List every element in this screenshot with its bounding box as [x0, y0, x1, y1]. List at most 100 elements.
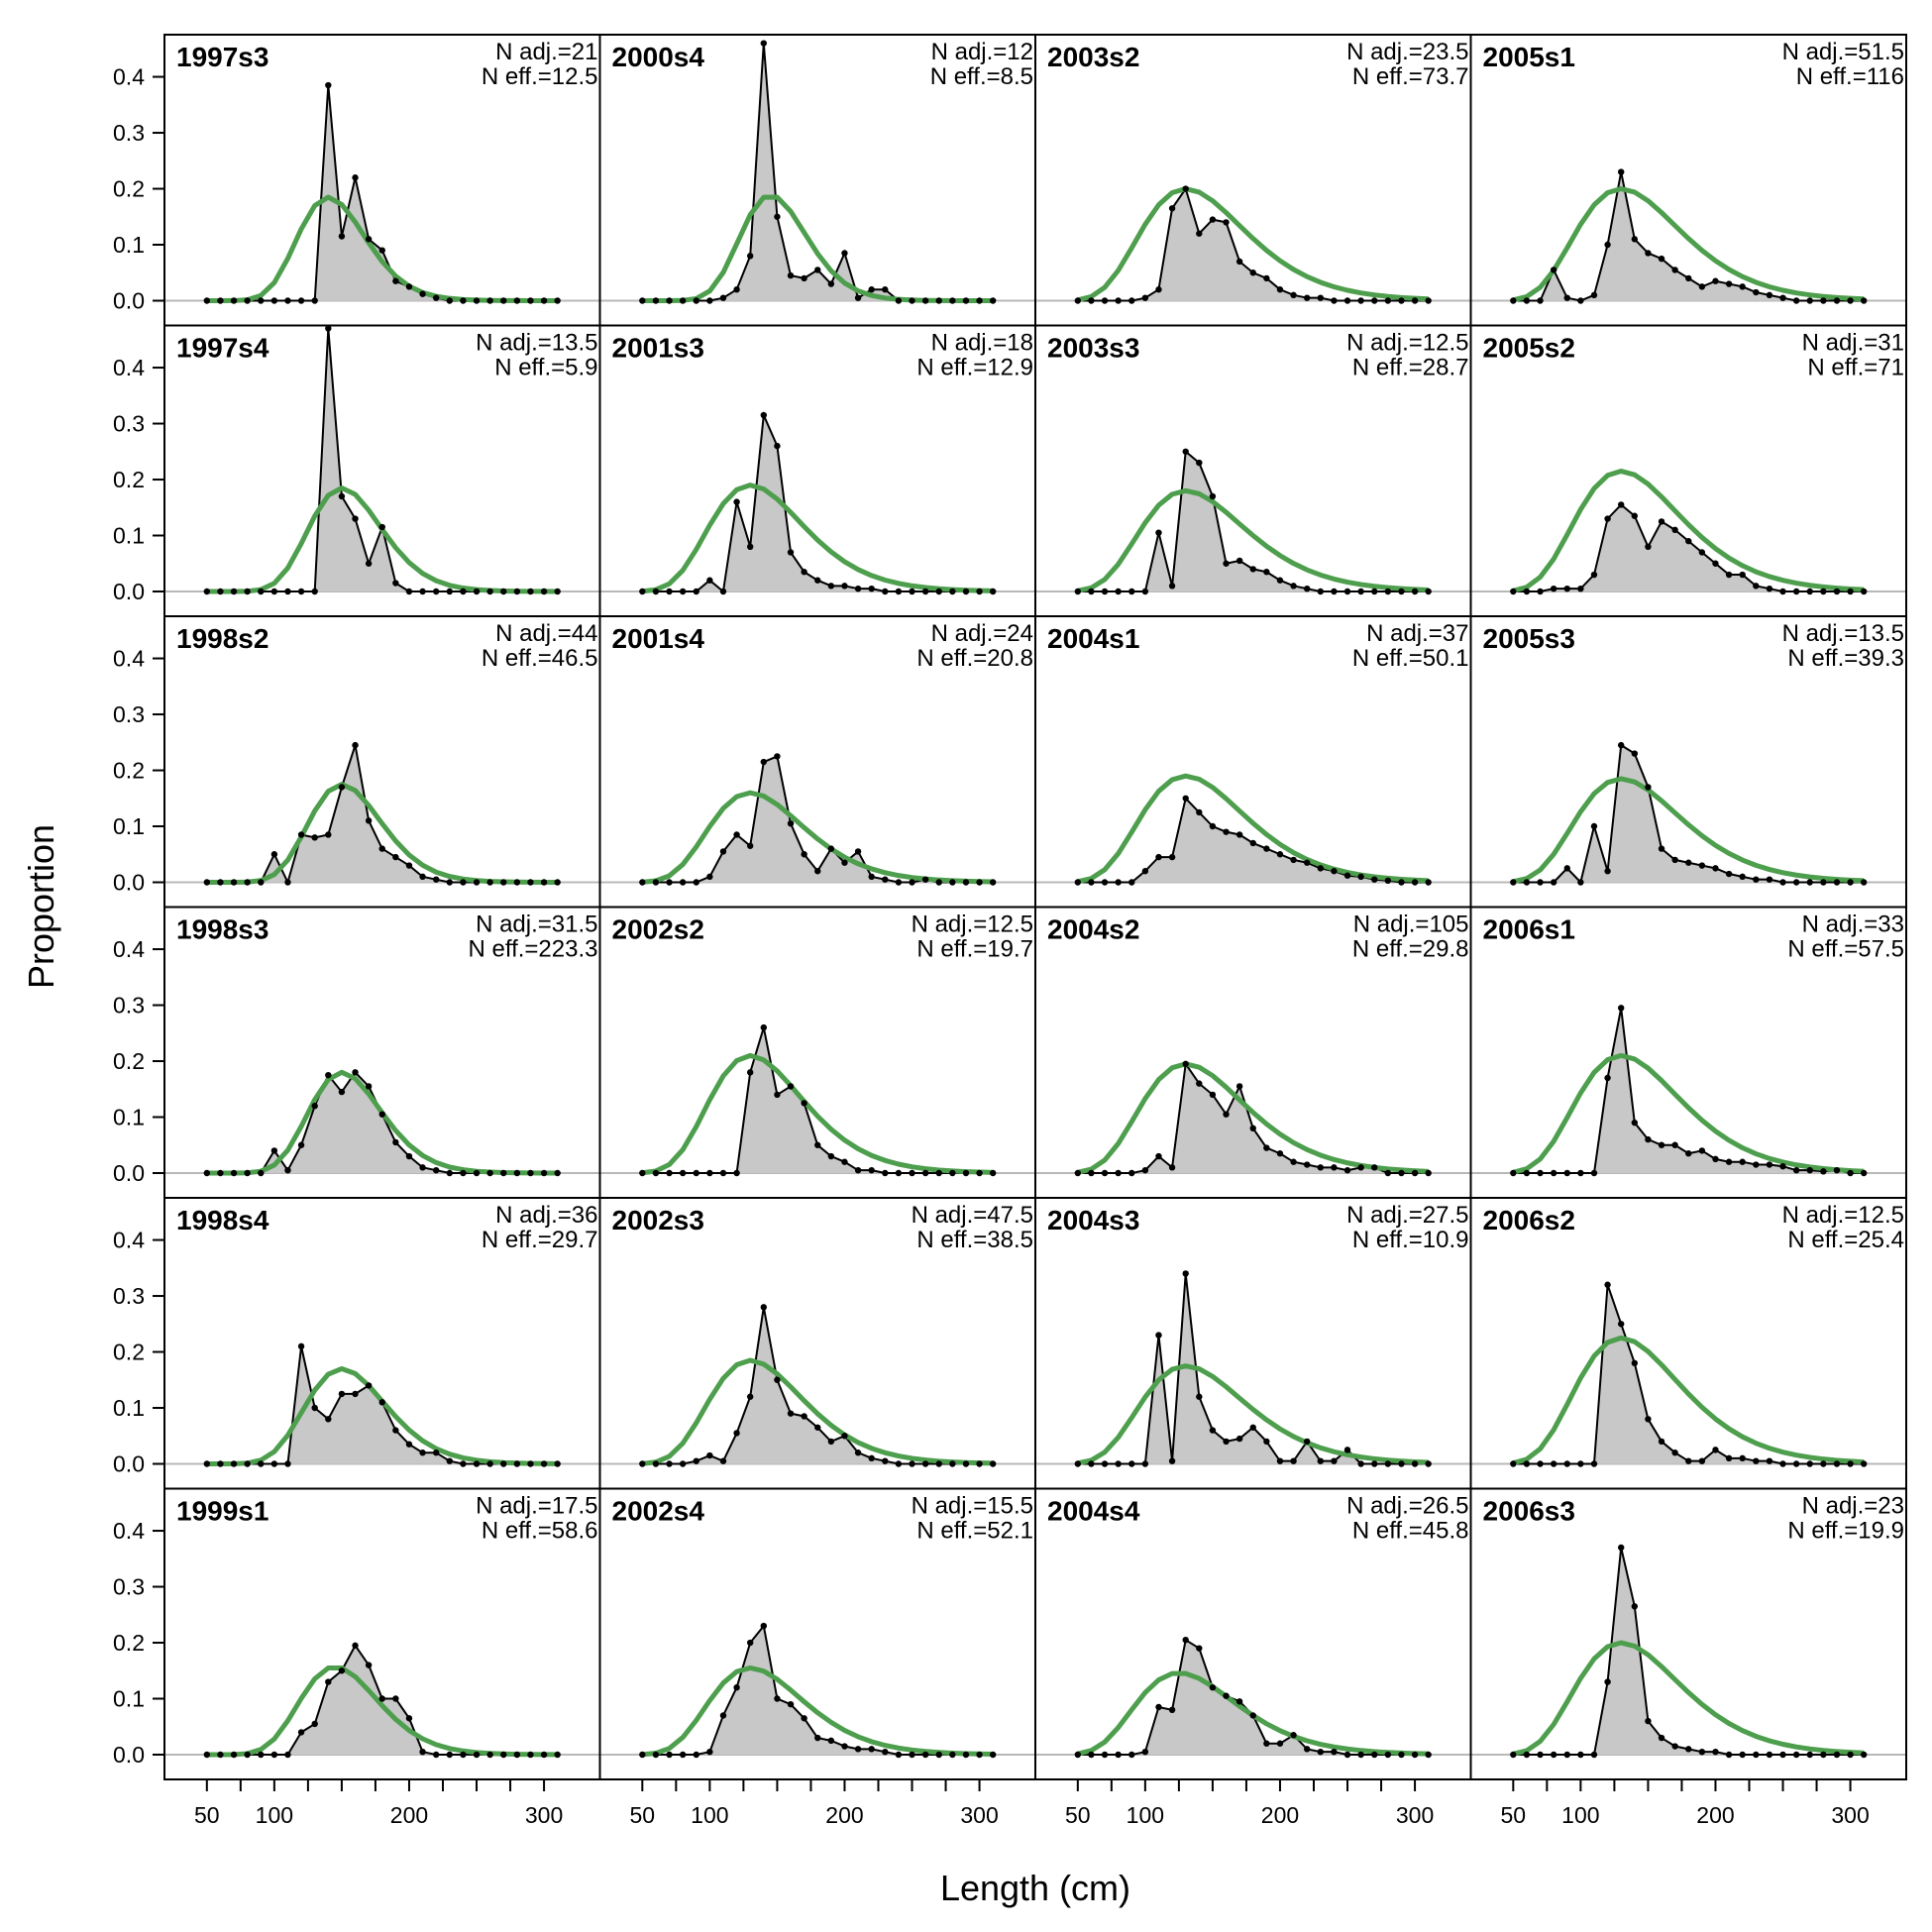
observed-point — [1235, 258, 1243, 266]
observed-point — [921, 1169, 929, 1177]
n-adj-label: N adj.=26.5 — [1346, 1493, 1468, 1520]
panel-title: 2004s1 — [1047, 623, 1139, 654]
observed-point — [949, 1460, 956, 1467]
observed-area — [642, 415, 994, 591]
observed-point — [1753, 876, 1760, 883]
observed-point — [392, 1427, 399, 1434]
observed-point — [1398, 1460, 1405, 1467]
observed-point — [392, 1138, 399, 1146]
y-tick-label: 0.2 — [113, 467, 145, 492]
observed-point — [1196, 1080, 1203, 1087]
observed-area — [1077, 1273, 1429, 1464]
observed-point — [1290, 856, 1297, 864]
x-tick-label: 50 — [1501, 1802, 1527, 1828]
observed-point — [1537, 297, 1544, 304]
observed-point — [473, 588, 481, 595]
n-adj-label: N adj.=27.5 — [1346, 1202, 1468, 1229]
observed-point — [230, 879, 238, 886]
observed-point — [432, 294, 440, 301]
observed-point — [1425, 297, 1432, 304]
observed-point — [774, 442, 781, 450]
expected-line — [206, 782, 558, 885]
observed-point — [311, 1103, 318, 1110]
observed-point — [1550, 1169, 1557, 1177]
y-tick-label: 0.3 — [113, 1283, 145, 1309]
observed-point — [868, 1746, 875, 1753]
y-tick-label: 0.1 — [113, 232, 145, 258]
observed-point — [365, 817, 373, 824]
panel-plot-area — [1470, 1005, 1906, 1177]
observed-point — [1604, 515, 1611, 522]
observed-point — [935, 588, 942, 595]
observed-point — [666, 588, 673, 595]
observed-point — [325, 1416, 332, 1423]
observed-point — [639, 1460, 646, 1467]
expected-line — [642, 1664, 994, 1758]
observed-point — [1235, 1698, 1243, 1705]
observed-point — [1343, 1751, 1351, 1759]
observed-point — [1604, 241, 1611, 249]
observed-point — [1792, 1751, 1800, 1759]
observed-point — [1739, 1751, 1746, 1759]
observed-point — [1101, 1751, 1109, 1759]
observed-point — [258, 1169, 265, 1177]
observed-point — [1847, 879, 1854, 886]
n-eff-label: N eff.=50.1 — [1352, 645, 1469, 672]
panel-2001s3: 2001s3 N adj.=18N eff.=12.9 — [598, 324, 1036, 617]
n-eff-label: N eff.=71 — [1807, 355, 1904, 381]
observed-point — [962, 297, 970, 304]
n-adj-label: N adj.=47.5 — [912, 1202, 1033, 1229]
observed-point — [513, 588, 521, 595]
observed-point — [1725, 1158, 1733, 1165]
observed-point — [1550, 879, 1557, 886]
observed-point — [1590, 1169, 1598, 1177]
observed-point — [1155, 286, 1162, 293]
observed-point — [1563, 585, 1570, 592]
observed-point — [1384, 588, 1392, 595]
observed-point — [486, 588, 493, 595]
observed-point — [1712, 1447, 1719, 1453]
panel-1998s3: 1998s3 N adj.=31.5N eff.=223.3 — [163, 906, 601, 1199]
observed-point — [1590, 571, 1598, 579]
n-adj-label: N adj.=12.5 — [912, 912, 1033, 938]
observed-point — [325, 1678, 332, 1685]
panel-2006s3: 2006s3 N adj.=23N eff.=19.9 — [1469, 1487, 1907, 1780]
observed-point — [868, 286, 875, 293]
n-adj-label: N adj.=51.5 — [1782, 39, 1904, 65]
y-tick-label: 0.2 — [113, 176, 145, 202]
observed-point — [1182, 1636, 1189, 1644]
observed-point — [1833, 879, 1841, 886]
observed-point — [1550, 1751, 1557, 1759]
panel-plot-area — [1470, 469, 1906, 595]
expected-line — [1077, 487, 1429, 593]
panel-title: 1998s4 — [176, 1205, 269, 1235]
observed-point — [1725, 870, 1733, 878]
observed-point — [1645, 1416, 1652, 1423]
observed-point — [473, 1751, 481, 1759]
observed-point — [1263, 274, 1270, 282]
observed-point — [1631, 750, 1639, 757]
observed-point — [746, 1393, 754, 1400]
observed-point — [1537, 588, 1544, 595]
n-adj-label: N adj.=12.5 — [1782, 1202, 1904, 1229]
observed-point — [270, 1147, 278, 1154]
observed-point — [1398, 297, 1405, 304]
panel-title: 1999s1 — [176, 1496, 268, 1527]
observed-point — [1604, 1678, 1611, 1685]
observed-point — [1331, 588, 1338, 595]
observed-point — [1537, 1751, 1544, 1759]
x-axis-title: Length (cm) — [940, 1868, 1130, 1908]
observed-point — [868, 873, 875, 881]
observed-point — [1223, 560, 1230, 567]
observed-point — [1671, 1743, 1678, 1750]
observed-point — [1847, 588, 1854, 595]
observed-point — [500, 588, 507, 595]
observed-point — [1303, 294, 1311, 301]
observed-point — [473, 1460, 481, 1467]
observed-point — [1671, 1449, 1678, 1456]
observed-point — [1563, 1751, 1570, 1759]
observed-point — [1331, 1164, 1338, 1171]
observed-point — [258, 879, 265, 886]
observed-area — [1077, 1640, 1429, 1755]
observed-point — [1331, 1748, 1338, 1756]
